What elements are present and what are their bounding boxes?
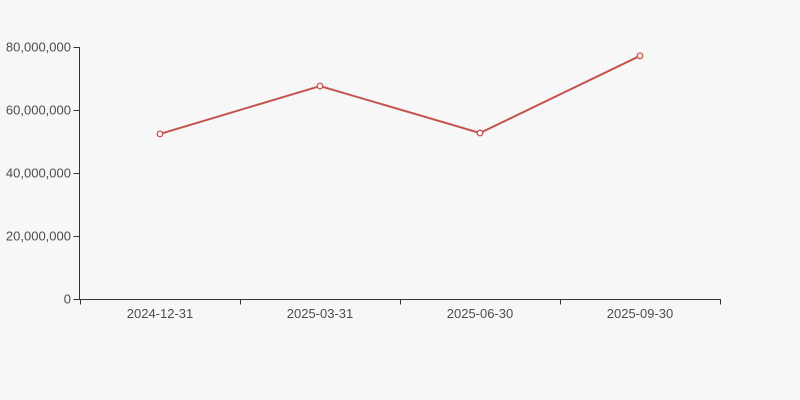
data-point-marker[interactable]: [156, 130, 164, 138]
data-point-marker[interactable]: [636, 52, 644, 60]
series-path: [159, 54, 641, 135]
y-axis-tick-label: 20,000,000: [6, 229, 71, 244]
axes: [73, 47, 721, 305]
x-axis-tick-label: 2025-03-31: [287, 306, 354, 321]
y-axis-tick-label: 80,000,000: [6, 40, 71, 55]
series-line: [156, 52, 644, 138]
x-axis-labels: 2024-12-31 2025-03-31 2025-06-30 2025-09-30: [127, 306, 674, 321]
y-axis-tick-label: 40,000,000: [6, 166, 71, 181]
x-axis-tick-label: 2025-06-30: [447, 306, 514, 321]
y-axis-labels: 0 20,000,000 40,000,000 60,000,000 80,000,00…: [6, 40, 71, 307]
x-axis-tick-label: 2025-09-30: [607, 306, 674, 321]
y-axis-tick-label: 0: [64, 292, 71, 307]
data-point-marker[interactable]: [316, 82, 324, 90]
y-axis-tick-label: 60,000,000: [6, 103, 71, 118]
x-axis-tick-label: 2024-12-31: [127, 306, 194, 321]
data-point-marker[interactable]: [476, 129, 484, 137]
